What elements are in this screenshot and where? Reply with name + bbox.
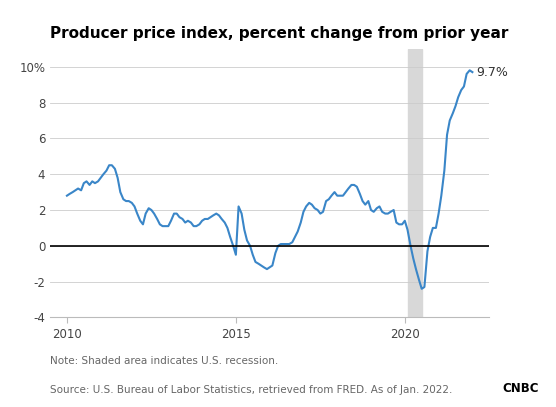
Text: Producer price index, percent change from prior year: Producer price index, percent change fro… xyxy=(50,26,508,41)
Text: 9.7%: 9.7% xyxy=(476,66,508,79)
Text: Source: U.S. Bureau of Labor Statistics, retrieved from FRED. As of Jan. 2022.: Source: U.S. Bureau of Labor Statistics,… xyxy=(50,385,453,395)
Text: Note: Shaded area indicates U.S. recession.: Note: Shaded area indicates U.S. recessi… xyxy=(50,356,279,366)
Bar xyxy=(408,49,421,317)
Text: CNBC: CNBC xyxy=(503,382,539,395)
